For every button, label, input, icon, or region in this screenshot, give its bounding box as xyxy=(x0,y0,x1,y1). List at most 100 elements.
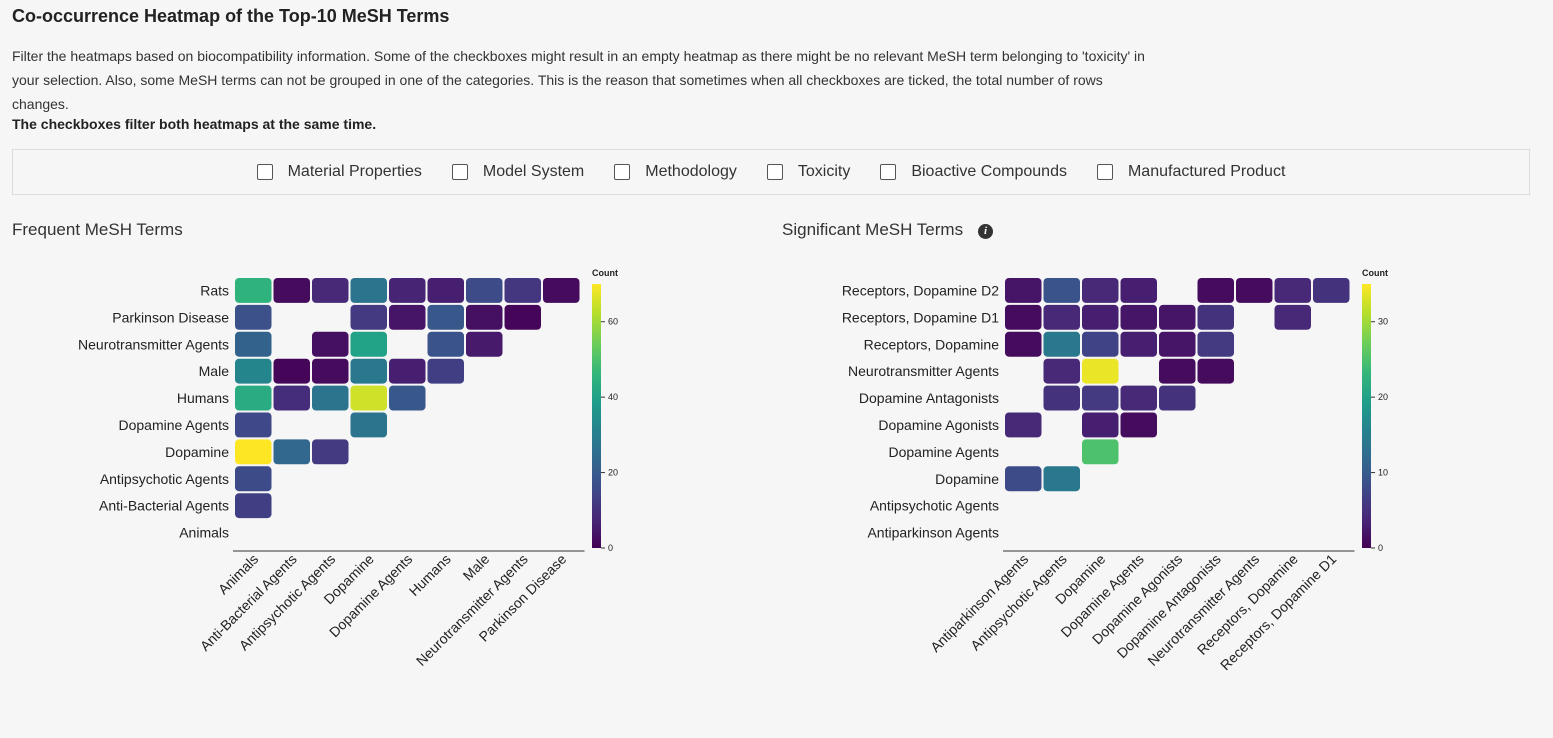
heatmap-cell[interactable]: Dopamine / Antiparkinson Agents: 8 xyxy=(1005,466,1042,492)
heatmap-cell[interactable]: Neurotransmitter Agents / Dopamine: 40 xyxy=(350,331,388,357)
filter-bioactive-compounds[interactable]: Bioactive Compounds xyxy=(880,163,1067,181)
heatmap-cell[interactable]: Receptors, Dopamine D1 / Receptors, Dopa… xyxy=(1274,304,1312,330)
heatmap-cell[interactable]: Male / Antipsychotic Agents: 2 xyxy=(312,358,349,384)
heatmap-cell[interactable]: Parkinson Disease / Dopamine: 12 xyxy=(350,304,388,330)
heatmap-cell[interactable]: Rats / Antipsychotic Agents: 8 xyxy=(312,278,349,303)
heatmap-cell[interactable]: Receptors, Dopamine D2 / Antipsychotic A… xyxy=(1043,278,1081,303)
heatmap-cell[interactable]: Parkinson Disease / Animals: 17 xyxy=(235,304,272,330)
heatmap-cell[interactable]: Receptors, Dopamine D2 / Neurotransmitte… xyxy=(1236,278,1273,303)
heatmap-cell[interactable]: Dopamine / Anti-Bacterial Agents: 23 xyxy=(273,439,311,465)
heatmap-2: Receptors, Dopamine D2 / Antiparkinson A… xyxy=(842,268,1388,673)
filter-toxicity[interactable]: Toxicity xyxy=(766,163,850,181)
heatmap-cell[interactable]: Receptors, Dopamine / Dopamine Agents: 3 xyxy=(1120,331,1158,357)
heatmap-cell[interactable]: Male / Animals: 32 xyxy=(235,358,272,384)
frequent-heatmap-title: Frequent MeSH Terms xyxy=(12,220,183,239)
heatmap-cell[interactable]: Humans / Antipsychotic Agents: 27 xyxy=(312,385,349,411)
row-label: Neurotransmitter Agents xyxy=(78,336,229,352)
heatmap-cell[interactable]: Receptors, Dopamine D1 / Antipsychotic A… xyxy=(1043,304,1081,330)
heatmap-cell[interactable]: Humans / Dopamine: 65 xyxy=(350,385,388,411)
heatmap-cell[interactable]: Parkinson Disease / Humans: 19 xyxy=(427,304,465,330)
row-label: Rats xyxy=(200,282,229,298)
filter-material-properties[interactable]: Material Properties xyxy=(256,163,422,181)
heatmap-cell[interactable]: Humans / Animals: 43 xyxy=(235,385,272,411)
heatmap-cell[interactable]: Rats / Neurotransmitter Agents: 11 xyxy=(504,278,542,303)
heatmap-cell[interactable]: Humans / Anti-Bacterial Agents: 9 xyxy=(273,385,311,411)
heatmap-cell[interactable]: Rats / Parkinson Disease: 2 xyxy=(543,278,580,303)
checkbox[interactable] xyxy=(614,164,631,180)
heatmap-cell[interactable]: Neurotransmitter Agents / Dopamine: 34 xyxy=(1082,358,1119,384)
filter-model-system[interactable]: Model System xyxy=(451,163,584,181)
heatmap-cell[interactable]: Receptors, Dopamine D2 / Antiparkinson A… xyxy=(1005,278,1042,303)
checkbox[interactable] xyxy=(1096,164,1113,180)
heatmap-cell[interactable]: Receptors, Dopamine / Antipsychotic Agen… xyxy=(1043,331,1081,357)
heatmap-cell[interactable]: Dopamine / Animals: 70 xyxy=(235,439,272,465)
heatmap-cell[interactable]: Rats / Animals: 45 xyxy=(235,278,272,303)
heatmap-cell[interactable]: Receptors, Dopamine D2 / Receptors, Dopa… xyxy=(1313,278,1350,303)
filter-manufactured-product[interactable]: Manufactured Product xyxy=(1096,163,1285,181)
heatmap-cell[interactable]: Neurotransmitter Agents / Antipsychotic … xyxy=(1043,358,1081,384)
heatmap-1: Rats / Animals: 45Rats / Anti-Bacterial … xyxy=(78,268,618,669)
heatmap-cell[interactable]: Receptors, Dopamine D1 / Dopamine Agonis… xyxy=(1159,304,1196,330)
checkbox[interactable] xyxy=(880,164,897,180)
checkbox-label: Methodology xyxy=(645,163,737,180)
heatmap-cell[interactable]: Dopamine / Antipsychotic Agents: 14 xyxy=(1043,466,1081,492)
filter-methodology[interactable]: Methodology xyxy=(614,163,737,181)
intro-bold-text: The checkboxes filter both heatmaps at t… xyxy=(12,116,377,132)
row-label: Dopamine Agents xyxy=(888,444,999,460)
heatmap-cell[interactable]: Receptors, Dopamine / Dopamine Agonists:… xyxy=(1159,331,1196,357)
row-label: Humans xyxy=(177,390,229,406)
heatmap-cell[interactable]: Dopamine Antagonists / Dopamine Agonists… xyxy=(1159,385,1196,411)
row-label: Neurotransmitter Agents xyxy=(848,363,999,379)
heatmap-cell[interactable]: Neurotransmitter Agents / Animals: 22 xyxy=(235,331,272,357)
heatmap-cell[interactable]: Receptors, Dopamine D2 / Dopamine Agents… xyxy=(1120,278,1158,303)
row-label: Receptors, Dopamine D2 xyxy=(842,282,999,298)
heatmap-cell[interactable]: Dopamine Agents / Dopamine: 25 xyxy=(1082,439,1119,465)
heatmap-cell[interactable]: Dopamine Agents / Animals: 15 xyxy=(235,412,272,438)
heatmap-cell[interactable]: Male / Dopamine: 28 xyxy=(350,358,388,384)
heatmap-cell[interactable]: Receptors, Dopamine / Antiparkinson Agen… xyxy=(1005,331,1042,357)
heatmap-cell[interactable]: Rats / Dopamine: 27 xyxy=(350,278,388,303)
heatmap-cell[interactable]: Receptors, Dopamine / Dopamine: 7 xyxy=(1082,331,1119,357)
heatmap-cell[interactable]: Male / Humans: 13 xyxy=(427,358,465,384)
heatmap-cell[interactable]: Dopamine Agonists / Dopamine: 3 xyxy=(1082,412,1119,438)
heatmap-cell[interactable]: Dopamine / Antipsychotic Agents: 12 xyxy=(312,439,349,465)
heatmap-cell[interactable]: Dopamine Agents / Dopamine: 27 xyxy=(350,412,388,438)
heatmap-cell[interactable]: Rats / Humans: 6 xyxy=(427,278,465,303)
heatmap-cell[interactable]: Receptors, Dopamine D1 / Antiparkinson A… xyxy=(1005,304,1042,330)
row-label: Dopamine xyxy=(935,471,999,487)
heatmap-cell[interactable]: Dopamine Agonists / Antiparkinson Agents… xyxy=(1005,412,1042,438)
heatmap-cell[interactable]: Parkinson Disease / Neurotransmitter Age… xyxy=(504,304,542,330)
heatmap-cell[interactable]: Neurotransmitter Agents / Male: 5 xyxy=(466,331,503,357)
heatmap-cell[interactable]: Rats / Male: 16 xyxy=(466,278,503,303)
heatmap-cell[interactable]: Dopamine Antagonists / Antipsychotic Age… xyxy=(1043,385,1081,411)
heatmap-cell[interactable]: Dopamine Antagonists / Dopamine: 6 xyxy=(1082,385,1119,411)
heatmap-cell[interactable]: Antipsychotic Agents / Animals: 16 xyxy=(235,466,272,492)
checkbox[interactable] xyxy=(766,164,783,180)
heatmap-cell[interactable]: Receptors, Dopamine D1 / Dopamine Antago… xyxy=(1197,304,1235,330)
heatmap-cell[interactable]: Male / Anti-Bacterial Agents: 1 xyxy=(273,358,311,384)
row-label: Antipsychotic Agents xyxy=(100,471,229,487)
heatmap-cell[interactable]: Receptors, Dopamine D1 / Dopamine Agents… xyxy=(1120,304,1158,330)
checkbox[interactable] xyxy=(256,164,273,180)
heatmap-cell[interactable]: Rats / Anti-Bacterial Agents: 2 xyxy=(273,278,311,303)
heatmap-cell[interactable]: Parkinson Disease / Dopamine Agents: 4 xyxy=(389,304,426,330)
heatmap-cell[interactable]: Receptors, Dopamine / Dopamine Antagonis… xyxy=(1197,331,1235,357)
heatmap-cell[interactable]: Male / Dopamine Agents: 6 xyxy=(389,358,426,384)
heatmap-cell[interactable]: Receptors, Dopamine D2 / Dopamine: 4 xyxy=(1082,278,1119,303)
heatmap-cell[interactable]: Anti-Bacterial Agents / Animals: 13 xyxy=(235,493,272,519)
info-icon[interactable]: i xyxy=(978,224,993,239)
heatmap-cell[interactable]: Neurotransmitter Agents / Dopamine Antag… xyxy=(1197,358,1235,384)
heatmap-cell[interactable]: Rats / Dopamine Agents: 7 xyxy=(389,278,426,303)
heatmap-cell[interactable]: Receptors, Dopamine D1 / Dopamine: 3 xyxy=(1082,304,1119,330)
heatmap-cell[interactable]: Humans / Dopamine Agents: 19 xyxy=(389,385,426,411)
heatmap-cell[interactable]: Parkinson Disease / Male: 3 xyxy=(466,304,503,330)
heatmap-cell[interactable]: Dopamine Antagonists / Dopamine Agents: … xyxy=(1120,385,1158,411)
checkbox[interactable] xyxy=(451,164,468,180)
heatmap-cell[interactable]: Neurotransmitter Agents / Antipsychotic … xyxy=(312,331,349,357)
heatmap-cell[interactable]: Receptors, Dopamine D2 / Receptors, Dopa… xyxy=(1274,278,1312,303)
heatmap-cell[interactable]: Receptors, Dopamine D2 / Dopamine Antago… xyxy=(1197,278,1235,303)
heatmap-cell[interactable]: Neurotransmitter Agents / Dopamine Agoni… xyxy=(1159,358,1196,384)
heatmap-cell[interactable]: Neurotransmitter Agents / Humans: 18 xyxy=(427,331,465,357)
colorbar xyxy=(1362,284,1371,548)
heatmap-cell[interactable]: Dopamine Agonists / Dopamine Agents: 1 xyxy=(1120,412,1158,438)
